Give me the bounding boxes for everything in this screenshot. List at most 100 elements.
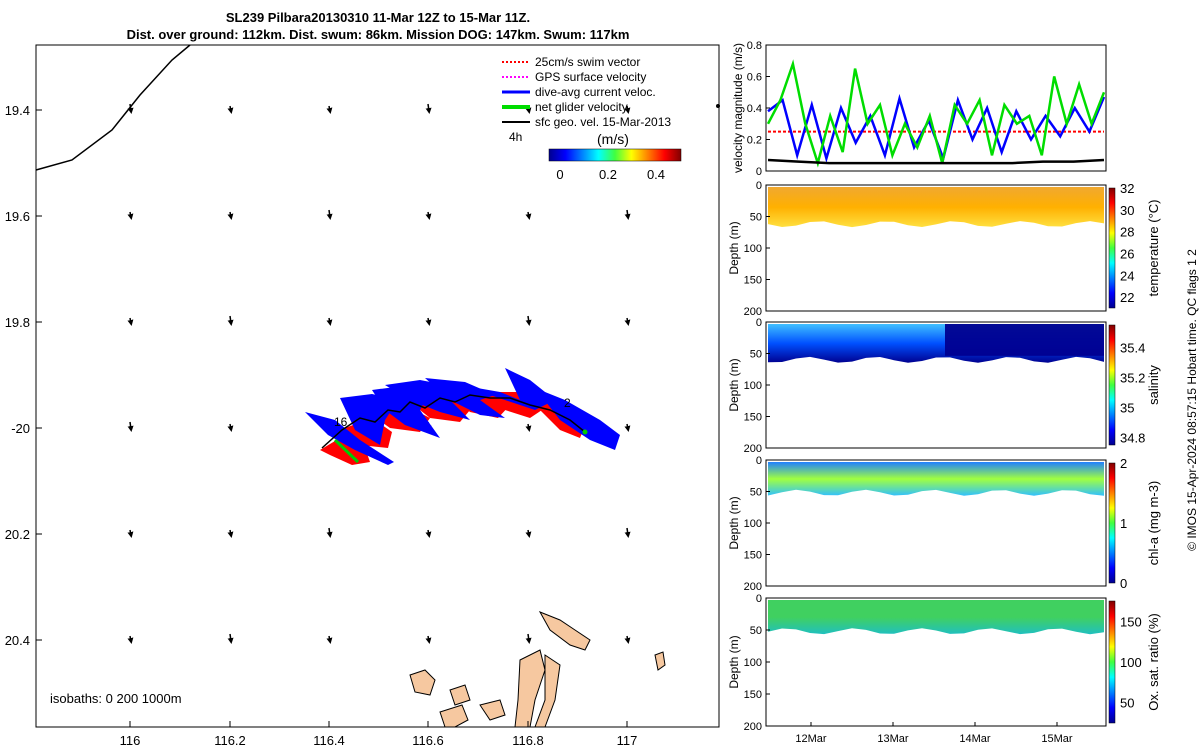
section-panel-temperature: 0 50 100 150 200 Depth (m) 22 24 26 28 30 32 tempera… — [727, 180, 1161, 318]
colorbar-tick: 0.2 — [599, 167, 617, 182]
swim-vector-patch — [530, 400, 585, 438]
section-y-tick-label: 0 — [756, 180, 762, 192]
section-y-tick-label: 100 — [744, 243, 762, 255]
legend-entry-geostrophic: sfc geo. vel. 15-Mar-2013 — [502, 115, 671, 129]
geostrophic-velocity-arrows — [127, 103, 720, 644]
chart-title-line2: Dist. over ground: 112km. Dist. swum: 86… — [126, 27, 630, 42]
islands — [409, 611, 666, 728]
section-y-tick-label: 200 — [744, 443, 762, 455]
geostrophic-arrow — [425, 317, 432, 326]
island — [514, 649, 546, 728]
credit-text: © IMOS 15-Apr-2024 08:57:15 Hobart time.… — [1185, 249, 1199, 551]
glider-track: 16 2 — [305, 368, 620, 465]
track-label-start: 16 — [334, 415, 348, 429]
track-end-marker — [582, 429, 588, 435]
map-x-tick-label: 117 — [617, 733, 638, 748]
colorbar-tick-label: 24 — [1120, 268, 1134, 283]
geostrophic-arrow — [326, 105, 333, 114]
geostrophic-arrow — [525, 529, 532, 538]
map-x-tick-label: 116.6 — [412, 733, 444, 748]
colorbar-tick-label: 150 — [1120, 614, 1142, 629]
section-y-tick-label: 150 — [744, 412, 762, 424]
geostrophic-arrow — [425, 103, 432, 114]
section-ylabel: Depth (m) — [727, 496, 741, 549]
colorbar-tick-label: 35 — [1120, 401, 1134, 416]
map-ticks: 116 116.2 116.4 116.6 116.8 117 19.4 19.6 19.8 -2… — [5, 103, 638, 748]
island — [439, 704, 469, 728]
section-y-tick-label: 50 — [750, 349, 762, 361]
geostrophic-arrow — [227, 529, 234, 538]
section-data-band — [768, 600, 1104, 635]
legend-entry-swim-vector: 25cm/s swim vector — [502, 55, 640, 69]
section-ylabel: Depth (m) — [727, 635, 741, 688]
velocity-y-tick-label: 0.6 — [747, 72, 762, 84]
coastline — [35, 44, 191, 171]
colorbar-tick-label: 100 — [1120, 655, 1142, 670]
geostrophic-arrow — [624, 423, 631, 432]
section-panel-salinity: 0 50 100 150 200 Depth (m) 34.8 35 35.2 35.4salin… — [727, 317, 1161, 455]
section-colorbar — [1108, 600, 1116, 724]
colorbar-tick-label: 26 — [1120, 246, 1134, 261]
section-y-tick-label: 0 — [756, 317, 762, 329]
colorbar-tick-label: 28 — [1120, 225, 1134, 240]
velocity-y-tick-label: 0.4 — [747, 103, 762, 115]
legend-label: net glider velocity — [535, 100, 628, 114]
legend-sub-label: 4h — [509, 130, 522, 144]
section-y-tick-label: 100 — [744, 657, 762, 669]
section-ylabel: Depth (m) — [727, 221, 741, 274]
geostrophic-arrow — [716, 104, 720, 108]
colorbar-tick-label: 0 — [1120, 576, 1127, 591]
current-vector-patch — [535, 388, 620, 450]
section-ylabel: Depth (m) — [727, 358, 741, 411]
velocity-y-tick-label: 0.8 — [747, 40, 762, 52]
chart-title-line1: SL239 Pilbara20130310 11-Mar 12Z to 15-M… — [225, 10, 531, 25]
current-vector-patch — [305, 412, 394, 465]
map-x-tick-label: 116.8 — [512, 733, 544, 748]
section-y-tick-label: 100 — [744, 518, 762, 530]
legend-label: dive-avg current veloc. — [535, 85, 656, 99]
section-y-tick-label: 50 — [750, 212, 762, 224]
section-panel-oxygen-saturation: 0 50 100 150 200 Depth (m) 50 100 150 Ox. sat. ra… — [727, 593, 1161, 745]
section-y-tick-label: 200 — [744, 306, 762, 318]
geostrophic-arrow — [525, 633, 532, 644]
section-y-tick-label: 150 — [744, 550, 762, 562]
isobaths-label: isobaths: 0 200 1000m — [50, 691, 182, 706]
colorbar-label: Ox. sat. ratio (%) — [1146, 613, 1161, 711]
velocity-axes-box — [765, 44, 1107, 172]
colorbar-tick-label: 1 — [1120, 516, 1127, 531]
geostrophic-arrow — [326, 527, 333, 538]
glider-track-line — [321, 394, 586, 449]
section-data-band — [945, 324, 1104, 356]
geostrophic-arrow — [326, 209, 333, 220]
section-x-tick-label: 14Mar — [959, 733, 991, 745]
legend-entry-current: dive-avg current veloc. — [502, 85, 656, 99]
section-x-tick-label: 12Mar — [795, 733, 827, 745]
island — [449, 684, 471, 706]
map-y-tick-label: 19.6 — [5, 209, 30, 224]
geostrophic-arrow — [525, 315, 532, 326]
map-colorbar — [548, 148, 682, 162]
section-y-tick-label: 150 — [744, 275, 762, 287]
island — [534, 654, 561, 728]
legend-entry-gps-velocity: GPS surface velocity — [502, 70, 646, 84]
velocity-y-tick-label: 0.2 — [747, 135, 762, 147]
velocity-series-line — [766, 59, 1106, 168]
colorbar-tick: 0 — [556, 167, 563, 182]
map-y-tick-label: 19.8 — [5, 315, 30, 330]
colorbar-label: chl-a (mg m-3) — [1146, 481, 1161, 566]
section-x-tick-label: 15Mar — [1041, 733, 1073, 745]
geostrophic-arrow — [624, 317, 631, 326]
island — [538, 611, 591, 651]
map-legend: 25cm/s swim vector GPS surface velocity … — [502, 55, 682, 182]
legend-entry-net-velocity: net glider velocity — [502, 100, 628, 114]
geostrophic-arrow — [127, 103, 134, 114]
section-y-tick-label: 100 — [744, 380, 762, 392]
velocity-ticks: 0 0.2 0.4 0.6 0.8 — [747, 40, 770, 178]
geostrophic-arrow — [127, 635, 134, 644]
colorbar-tick-label: 30 — [1120, 203, 1134, 218]
section-y-tick-label: 0 — [756, 593, 762, 605]
map-x-tick-label: 116 — [120, 733, 141, 748]
geostrophic-arrow — [425, 211, 432, 220]
colorbar-tick-label: 32 — [1120, 181, 1134, 196]
